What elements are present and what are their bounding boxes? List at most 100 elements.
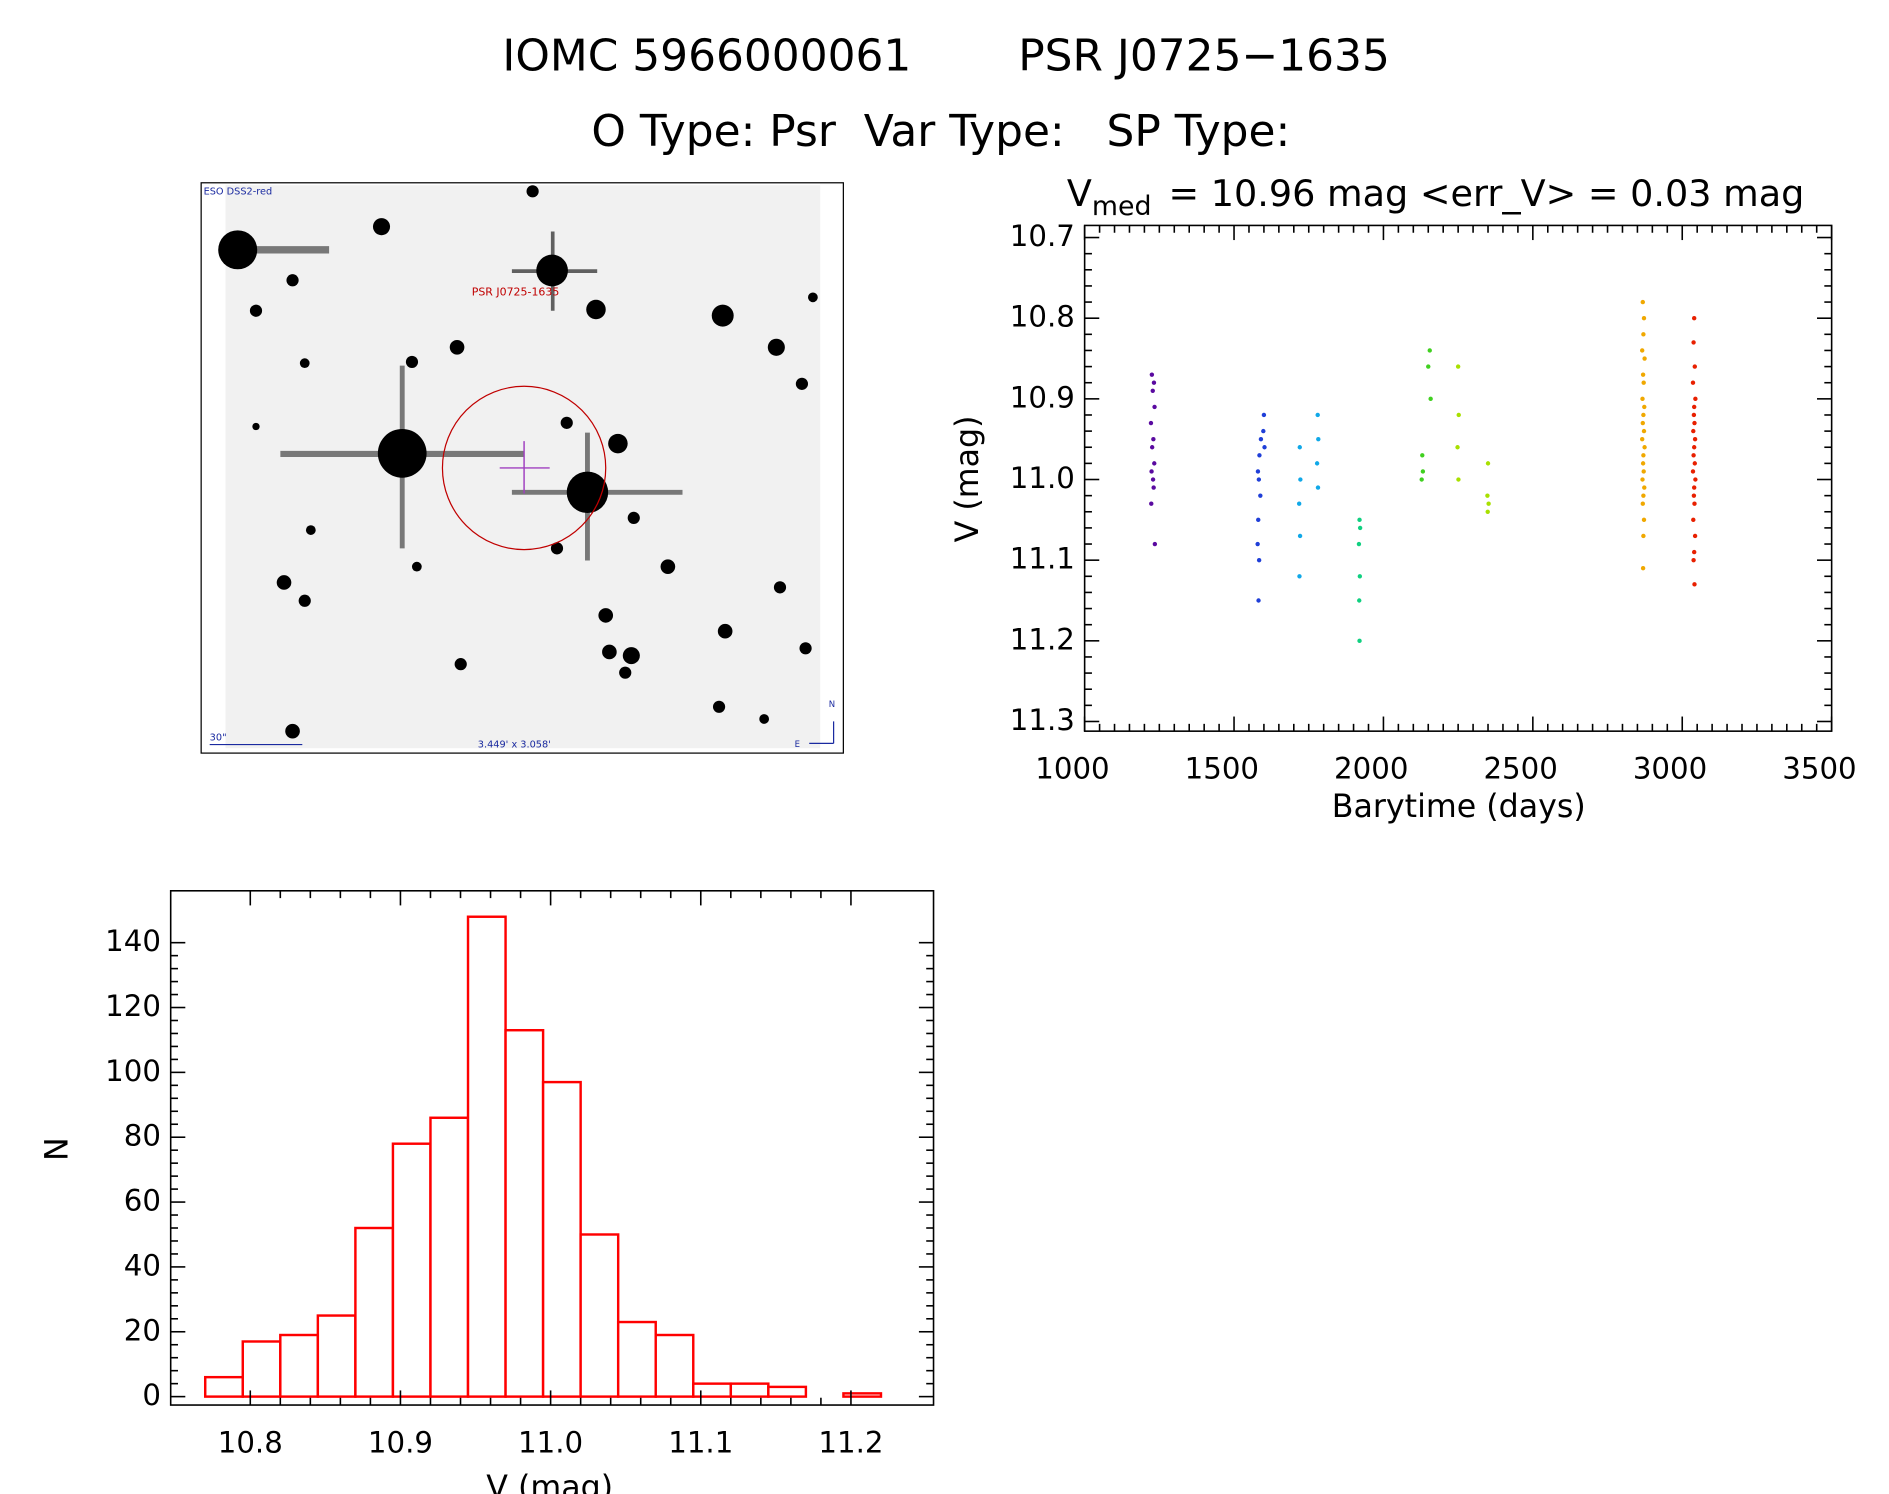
point (1640, 420, 1645, 426)
point (1455, 364, 1461, 369)
size-label: 3.449' x 3.058' (478, 740, 551, 751)
bar (279, 1333, 320, 1398)
point (1357, 574, 1363, 579)
point (1261, 412, 1267, 418)
point (1255, 469, 1261, 474)
x-tick-label: 2000 (1334, 752, 1408, 786)
point (1456, 412, 1461, 418)
point (1420, 469, 1426, 474)
y-tick-label: 120 (105, 989, 161, 1023)
point (1356, 541, 1362, 547)
point (1642, 445, 1647, 450)
bar (616, 1320, 657, 1398)
scale-label: 30" (210, 732, 227, 743)
point (1691, 517, 1696, 523)
bar (391, 1142, 432, 1398)
north-label: N (829, 700, 835, 710)
point (1148, 420, 1154, 426)
point (1642, 404, 1647, 410)
point (1151, 380, 1157, 385)
point (1641, 316, 1647, 321)
point (1258, 436, 1264, 442)
point (1258, 493, 1263, 498)
point (1692, 420, 1697, 426)
point (1692, 461, 1697, 466)
bar (241, 1340, 282, 1398)
x-tick-label: 3500 (1782, 752, 1856, 786)
point (1486, 501, 1491, 506)
point (1640, 461, 1646, 466)
point (1316, 436, 1321, 442)
point (1357, 598, 1362, 603)
title-text: = 10.96 mag <err_V> = 0.03 mag (1169, 171, 1805, 214)
bar (541, 1080, 582, 1398)
y-tick-label: 20 (124, 1313, 161, 1347)
target-label: PSR J0725-1635 (472, 285, 560, 298)
bar (354, 1226, 395, 1398)
point (1640, 299, 1645, 305)
y-tick-label: 11.1 (1010, 542, 1075, 576)
point (1642, 356, 1647, 361)
point (1419, 477, 1424, 482)
x-tick-label: 11.1 (668, 1426, 733, 1460)
point (1641, 517, 1647, 523)
point (1485, 493, 1490, 498)
point (1357, 517, 1362, 523)
point (1152, 541, 1158, 547)
point (1257, 453, 1262, 458)
point (1691, 549, 1697, 555)
east-label: E (795, 740, 800, 750)
survey-label: ESO DSS2-red (204, 186, 273, 197)
bar (466, 915, 507, 1398)
point (1357, 638, 1362, 644)
point (1692, 582, 1697, 587)
point (1262, 445, 1267, 450)
point (1298, 477, 1303, 482)
point (1691, 340, 1696, 345)
finder-chart: ESO DSS2-red PSR J0725-1635 30" 3.449' x… (200, 182, 844, 754)
bar (579, 1233, 620, 1398)
title-subscript: med (1092, 191, 1152, 222)
y-tick-label: 60 (124, 1184, 161, 1218)
y-tick-label: 10.8 (1010, 300, 1075, 334)
scatter-title: Vmed = 10.96 mag <err_V> = 0.03 mag (1067, 171, 1804, 221)
x-tick-label: 10.8 (218, 1426, 283, 1460)
x-tick-label: 2500 (1483, 752, 1557, 786)
x-tick-label: 1500 (1185, 752, 1259, 786)
point (1297, 533, 1303, 539)
point (1640, 566, 1646, 571)
point (1692, 501, 1697, 506)
point (1256, 557, 1262, 563)
y-tick-label: 11.0 (1010, 461, 1075, 495)
point (1314, 461, 1320, 466)
x-axis-label: Barytime (days) (1332, 789, 1586, 825)
point (1255, 541, 1260, 547)
y-axis-label: N (40, 1137, 76, 1161)
point (1641, 332, 1646, 337)
point (1297, 574, 1302, 579)
point (1691, 404, 1697, 410)
point (1691, 493, 1697, 498)
x-tick-label: 10.9 (368, 1426, 433, 1460)
point (1640, 372, 1646, 377)
point (1691, 316, 1697, 321)
y-tick-label: 10.7 (1010, 219, 1075, 253)
point (1357, 525, 1363, 531)
point (1256, 517, 1261, 523)
point (1149, 445, 1155, 450)
point (1315, 412, 1320, 418)
point (1296, 501, 1302, 506)
plot-frame (169, 890, 935, 1406)
point (1692, 533, 1698, 539)
point (1691, 453, 1696, 458)
x-tick-label: 11.0 (518, 1426, 583, 1460)
y-tick-label: 11.3 (1010, 703, 1075, 737)
y-tick-label: 140 (105, 924, 161, 958)
point (1690, 469, 1696, 474)
point (1426, 364, 1431, 369)
bar (429, 1116, 470, 1398)
bar (654, 1333, 695, 1398)
point (1149, 501, 1154, 506)
y-tick-label: 10.9 (1010, 380, 1075, 414)
